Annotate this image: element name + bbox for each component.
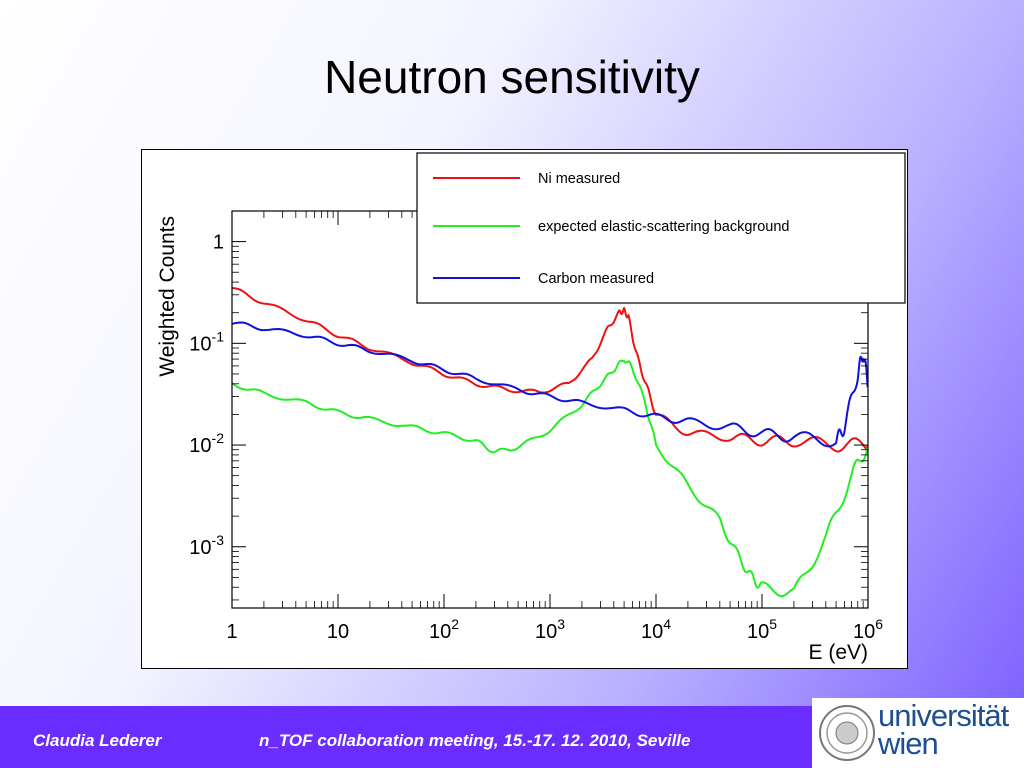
- x-tick-label: 103: [535, 616, 565, 643]
- university-seal-icon: [819, 705, 875, 761]
- series-line-1: [232, 287, 868, 453]
- y-tick-label: 10-1: [189, 328, 224, 355]
- legend-label-3: Carbon measured: [538, 271, 654, 287]
- y-tick-label: 10-2: [189, 430, 224, 457]
- x-tick-label: 102: [429, 616, 459, 643]
- footer-meeting: n_TOF collaboration meeting, 15.-17. 12.…: [259, 731, 691, 750]
- university-logo: universität wien: [812, 698, 1024, 768]
- x-tick-label: 106: [853, 616, 883, 643]
- chart: 1 10 102 103 104 105 106 1 10-1 10-2 10-3 E (eV) Wei…: [156, 152, 906, 664]
- slide-title: Neutron sensitivity: [324, 51, 700, 103]
- x-tick-label: 10: [327, 621, 349, 643]
- footer-author: Claudia Lederer: [33, 731, 162, 750]
- university-name: universität wien: [878, 698, 1009, 761]
- x-tick-label: 105: [747, 616, 777, 643]
- x-tick-label: 104: [641, 616, 671, 643]
- series-line-2: [232, 359, 868, 598]
- x-tick-label: 1: [226, 621, 237, 643]
- footer-bar: Claudia Lederer n_TOF collaboration meet…: [0, 706, 812, 768]
- legend-label-1: Ni measured: [538, 171, 620, 187]
- y-tick-label: 1: [213, 232, 224, 254]
- logo-line-1: universität: [878, 698, 1009, 733]
- y-axis-label: Weighted Counts: [156, 216, 179, 377]
- y-tick-label: 10-3: [189, 532, 224, 559]
- legend-label-2: expected elastic-scattering background: [538, 219, 789, 235]
- x-axis-label: E (eV): [808, 641, 868, 664]
- logo-line-2: wien: [878, 726, 939, 761]
- series-line-3: [232, 321, 868, 448]
